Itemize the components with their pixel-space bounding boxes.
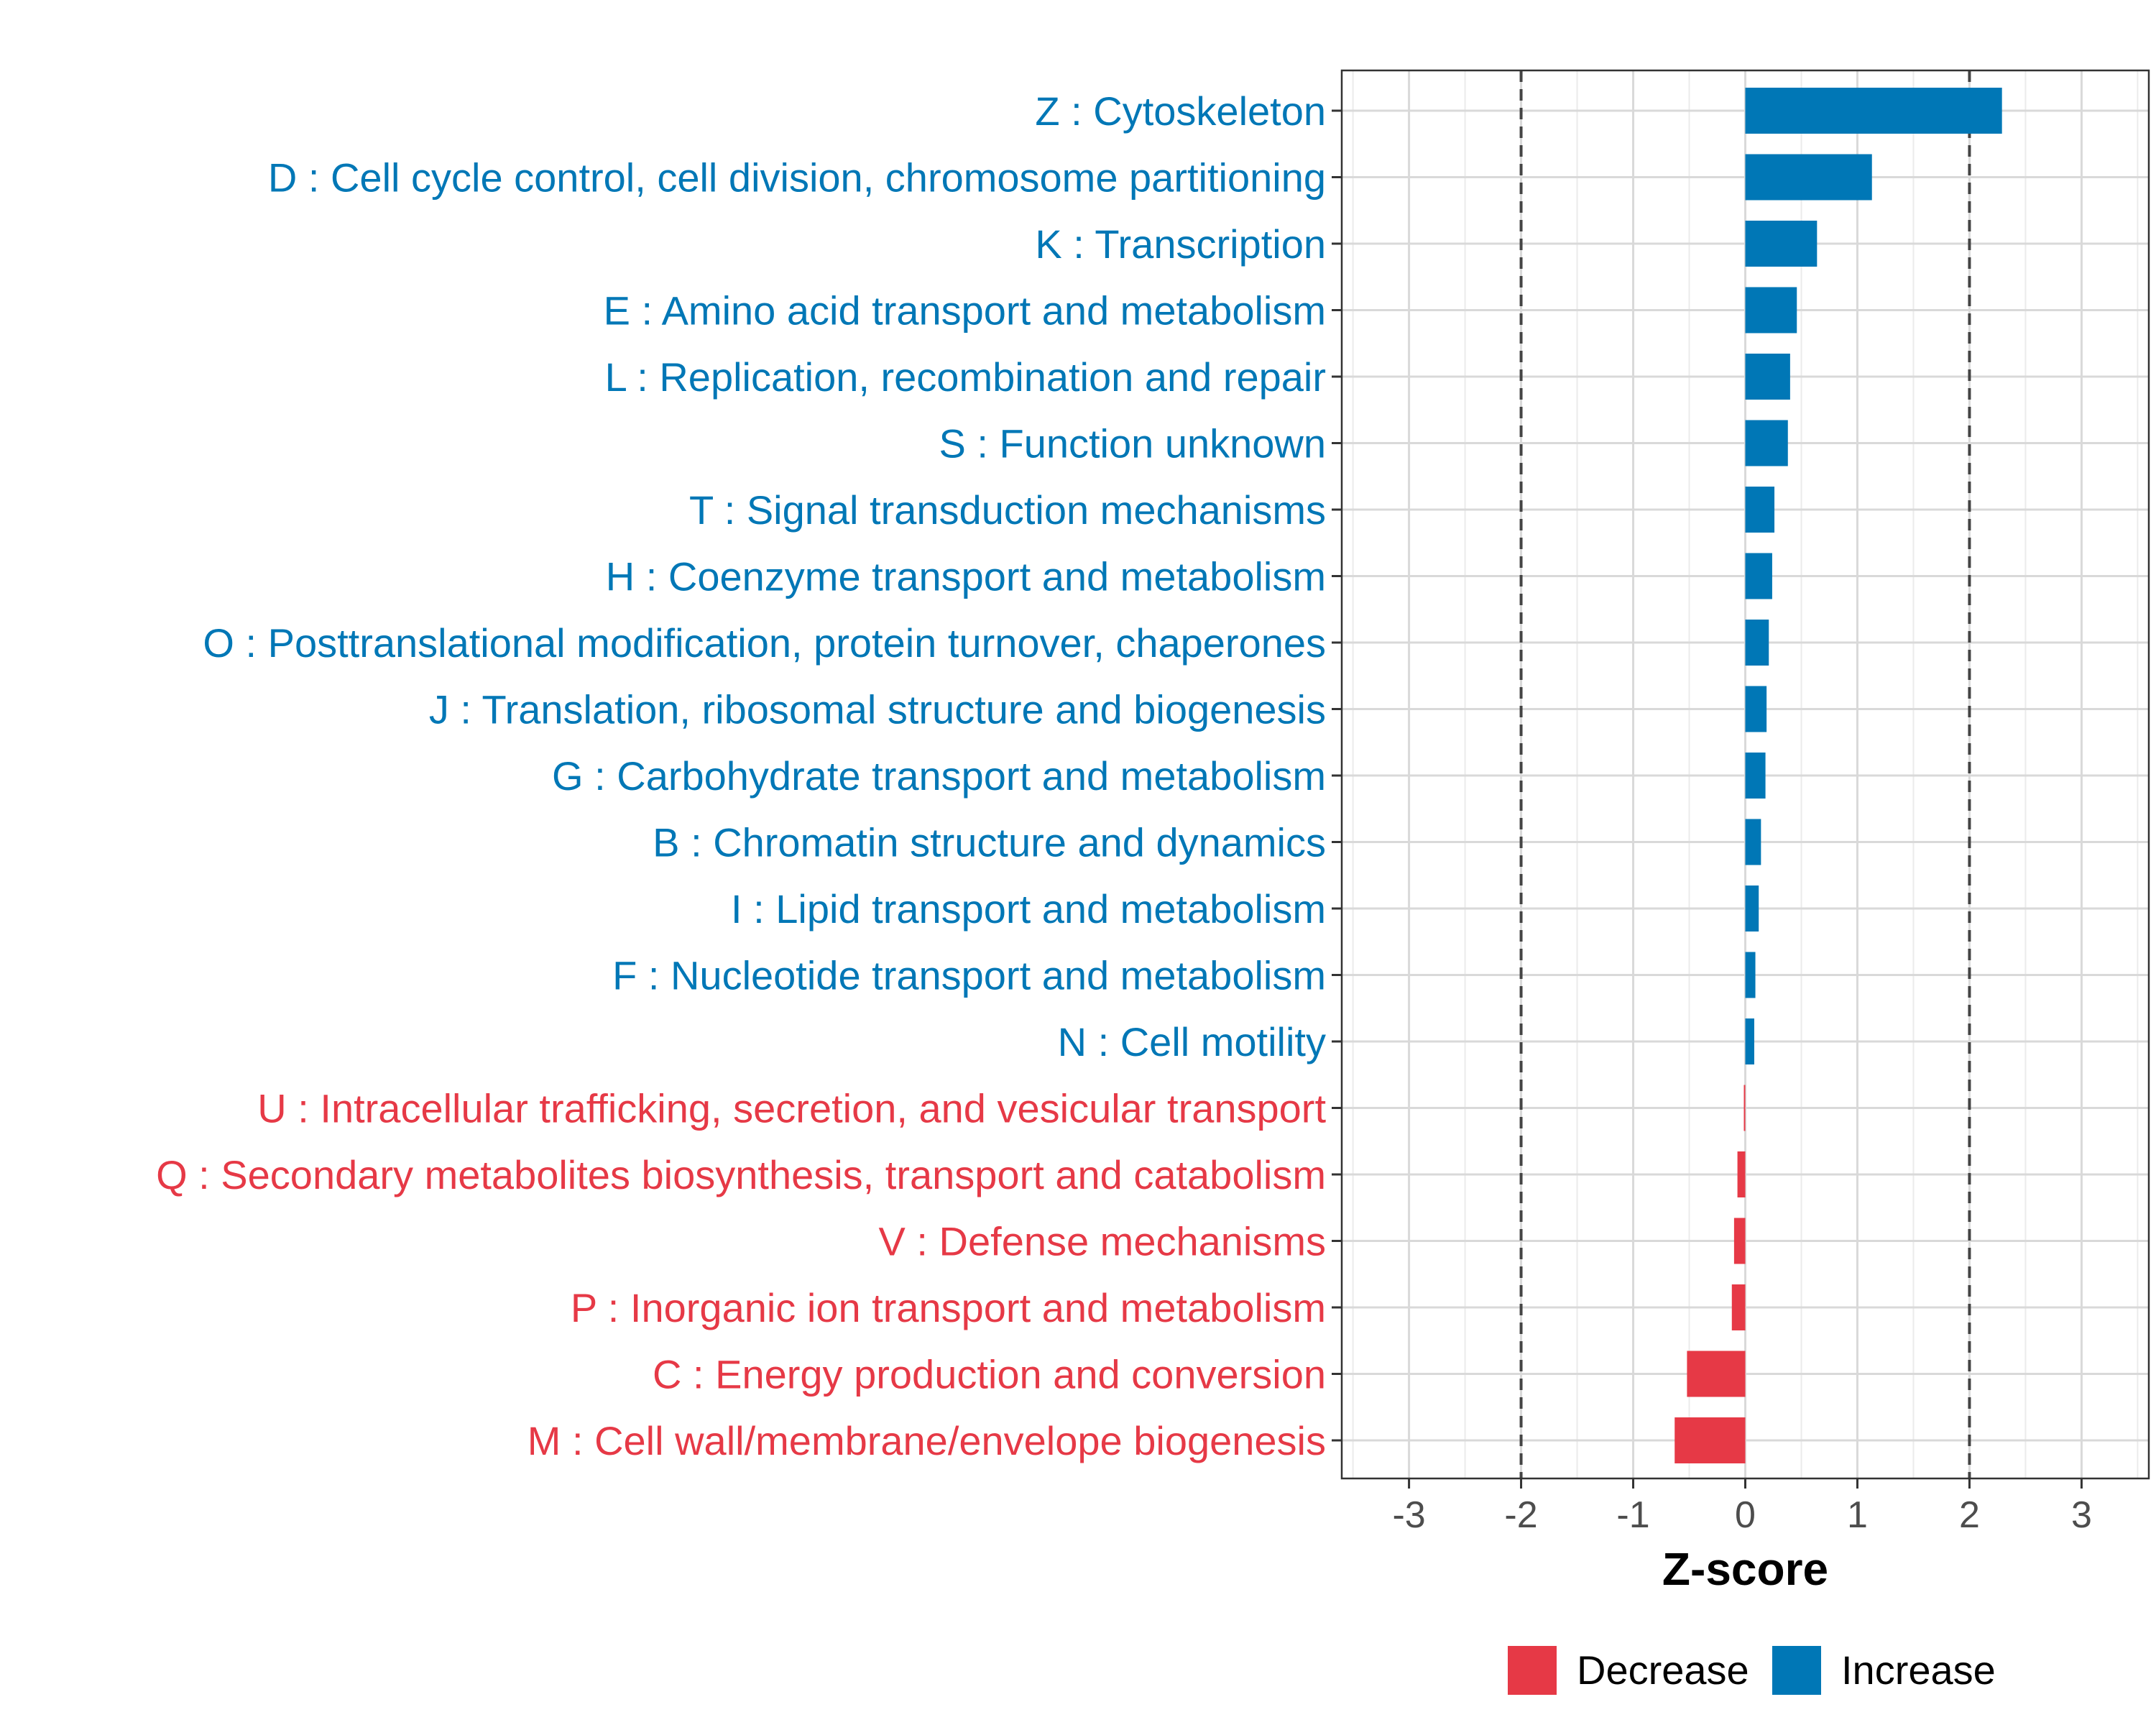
bar — [1745, 154, 1872, 201]
category-label: I : Lipid transport and metabolism — [731, 886, 1326, 932]
bar — [1745, 886, 1759, 932]
bar — [1745, 620, 1769, 666]
bar — [1745, 420, 1788, 466]
legend: Decrease Increase — [1508, 1646, 1996, 1695]
category-label: O : Posttranslational modification, prot… — [203, 620, 1326, 666]
legend-label: Decrease — [1577, 1647, 1749, 1693]
category-label: V : Defense mechanisms — [879, 1219, 1326, 1264]
category-label: Z : Cytoskeleton — [1035, 88, 1326, 134]
bar — [1733, 1218, 1746, 1264]
category-label: S : Function unknown — [939, 421, 1326, 466]
x-tick-label: 2 — [1959, 1494, 1980, 1536]
category-label: D : Cell cycle control, cell division, c… — [268, 155, 1326, 201]
legend-swatch — [1772, 1646, 1821, 1695]
x-axis-ticks: -3 -2 -1 0 1 2 3 — [1392, 1478, 2092, 1536]
bar — [1745, 819, 1761, 865]
bar — [1737, 1151, 1746, 1197]
bar — [1745, 88, 2002, 134]
bars — [1674, 88, 2002, 1463]
category-label: T : Signal transduction mechanisms — [689, 487, 1326, 533]
category-label: N : Cell motility — [1058, 1019, 1326, 1064]
category-label: K : Transcription — [1035, 221, 1326, 267]
category-label: L : Replication, recombination and repai… — [605, 354, 1326, 400]
bar — [1745, 753, 1766, 799]
legend-swatch — [1508, 1646, 1557, 1695]
x-tick-label: 1 — [1847, 1494, 1868, 1536]
bar — [1674, 1417, 1746, 1463]
y-axis-ticks: Z : Cytoskeleton D : Cell cycle control, … — [156, 88, 1342, 1463]
bar — [1745, 952, 1756, 998]
x-tick-label: -1 — [1616, 1494, 1649, 1536]
bar — [1745, 553, 1772, 599]
bar — [1745, 287, 1797, 334]
category-label: Q : Secondary metabolites biosynthesis, … — [156, 1152, 1326, 1197]
x-tick-label: -3 — [1392, 1494, 1425, 1536]
reference-lines — [1519, 70, 1971, 1478]
category-label: U : Intracellular trafficking, secretion… — [257, 1086, 1326, 1131]
category-label: P : Inorganic ion transport and metaboli… — [571, 1285, 1326, 1330]
x-tick-label: 0 — [1735, 1494, 1756, 1536]
category-label: J : Translation, ribosomal structure and… — [429, 687, 1326, 732]
bar — [1745, 221, 1818, 267]
category-label: B : Chromatin structure and dynamics — [653, 820, 1326, 865]
bar — [1731, 1284, 1746, 1330]
category-label: M : Cell wall/membrane/envelope biogenes… — [528, 1418, 1326, 1463]
category-label: E : Amino acid transport and metabolism — [604, 288, 1326, 334]
bar — [1745, 1018, 1754, 1064]
category-label: G : Carbohydrate transport and metabolis… — [552, 753, 1326, 799]
bar — [1745, 686, 1767, 732]
bar — [1743, 1085, 1746, 1131]
bar — [1745, 487, 1775, 533]
category-label: H : Coenzyme transport and metabolism — [606, 554, 1326, 599]
legend-label: Increase — [1841, 1647, 1996, 1693]
bar — [1745, 354, 1790, 400]
bar — [1687, 1351, 1746, 1397]
x-axis-title: Z-score — [1662, 1543, 1828, 1595]
category-label: C : Energy production and conversion — [653, 1352, 1326, 1397]
x-tick-label: -2 — [1504, 1494, 1537, 1536]
category-label: F : Nucleotide transport and metabolism — [612, 953, 1326, 998]
x-tick-label: 3 — [2071, 1494, 2092, 1536]
